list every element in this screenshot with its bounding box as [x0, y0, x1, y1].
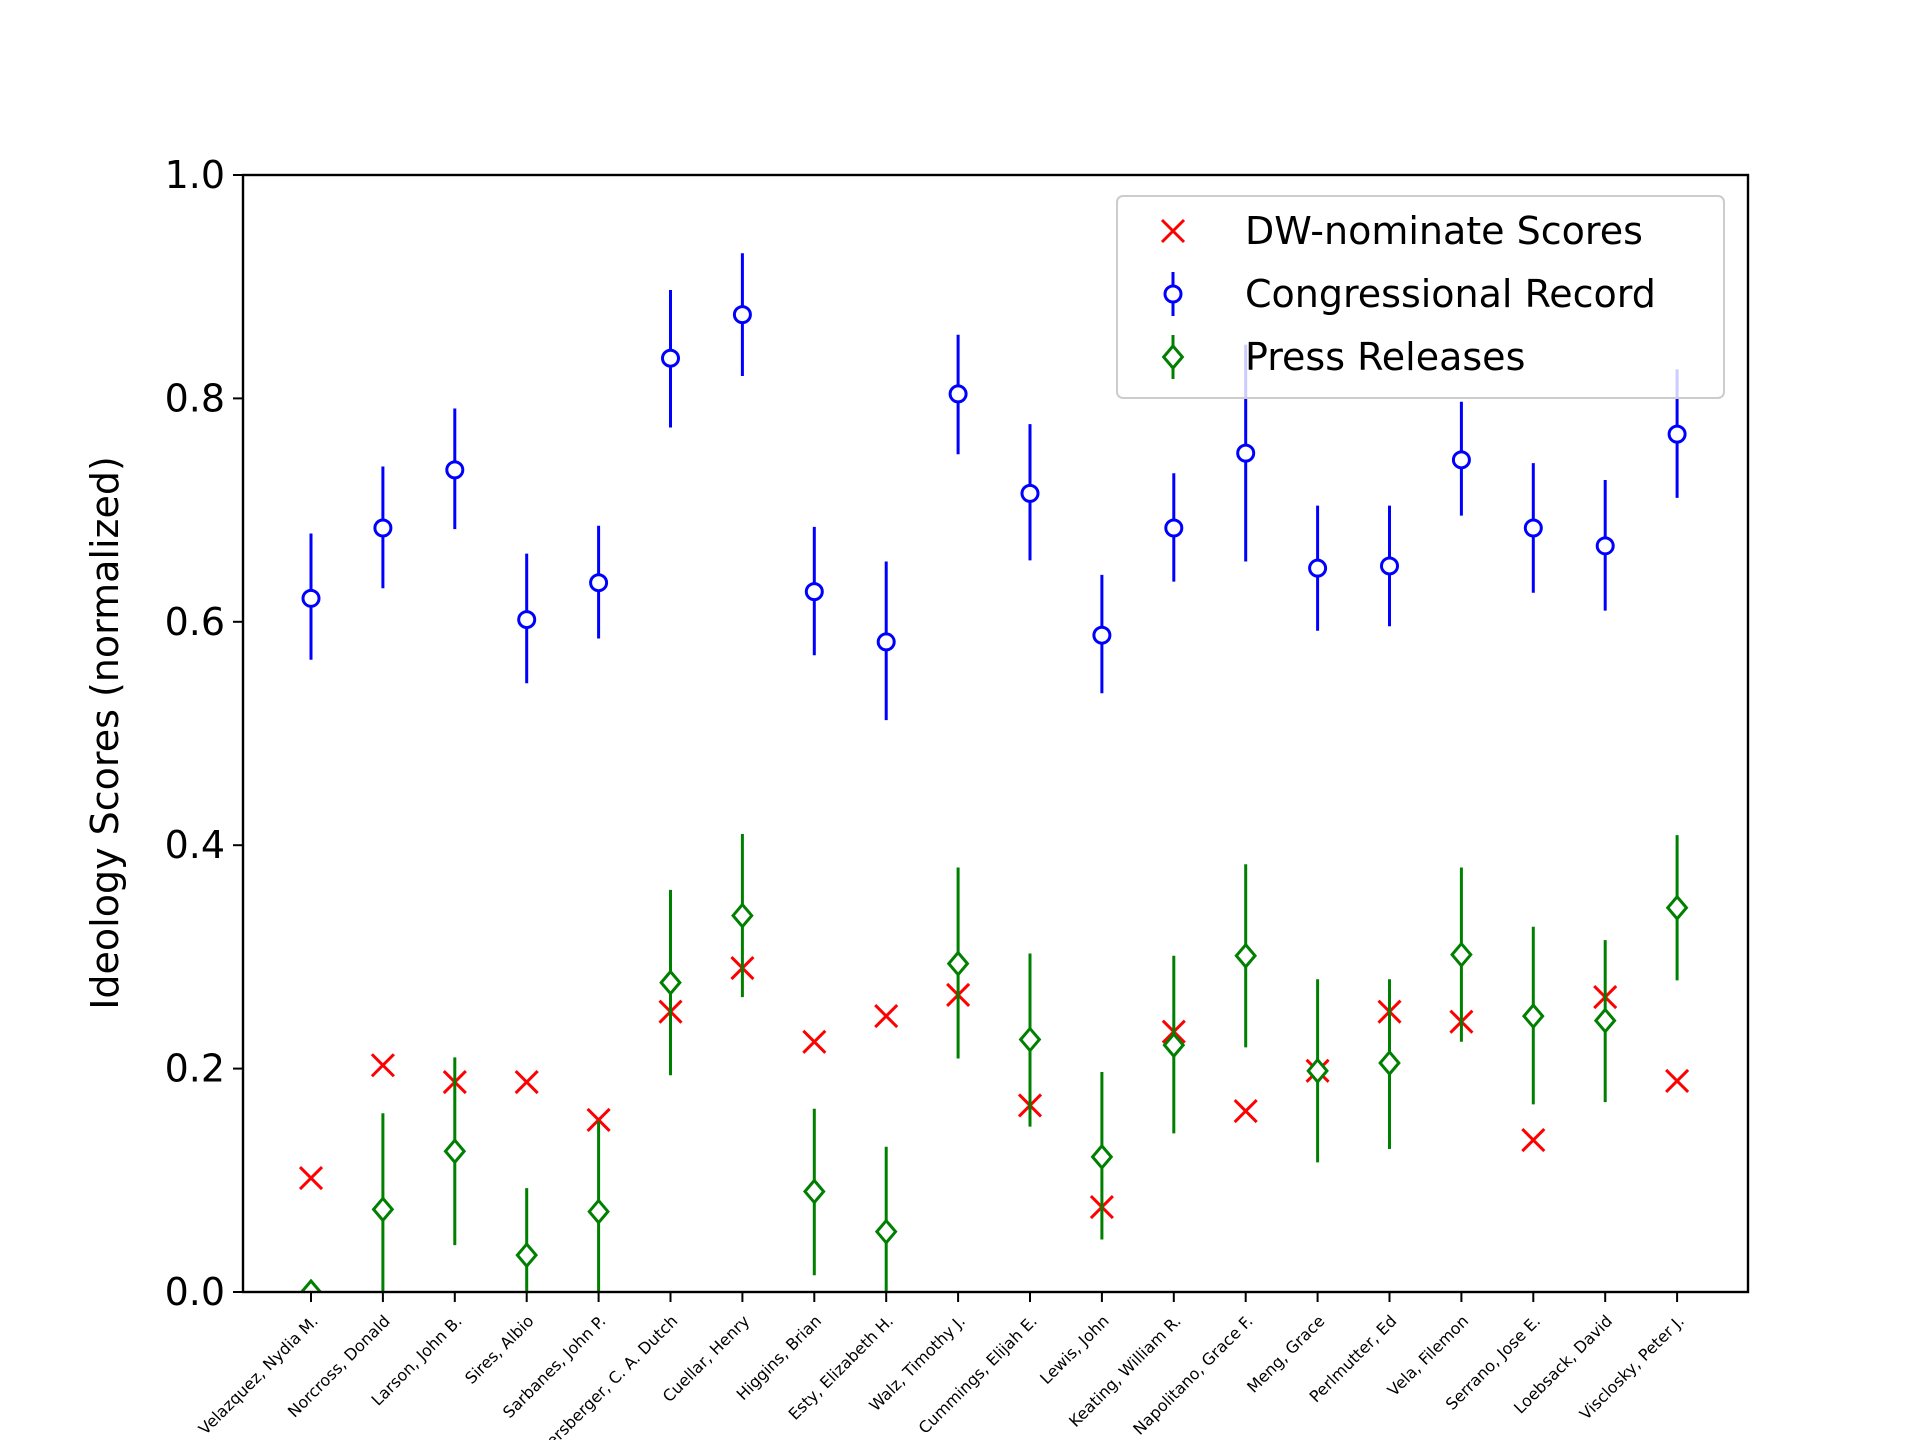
data-point	[948, 384, 968, 404]
data-point-stroke-b	[370, 1053, 395, 1078]
data-point-stroke-b	[1233, 1098, 1258, 1124]
y-tick-label: 0.2	[165, 1047, 225, 1091]
data-point	[1521, 1002, 1545, 1030]
data-point	[371, 1196, 395, 1223]
y-axis-label: Ideology Scores (normalized)	[83, 456, 127, 1010]
data-point	[1380, 556, 1399, 576]
data-point	[874, 1218, 898, 1245]
legend-label: Press Releases	[1245, 335, 1525, 379]
data-point	[1308, 558, 1328, 578]
data-point	[1306, 1057, 1329, 1085]
y-tick-label: 0.0	[165, 1270, 225, 1314]
data-point	[445, 460, 465, 480]
data-point	[804, 582, 824, 602]
data-point	[1236, 443, 1256, 463]
data-point	[1090, 1143, 1114, 1171]
data-point	[731, 902, 754, 929]
data-point	[1665, 1068, 1690, 1093]
axes-frame	[241, 173, 1750, 1294]
series-press-releases	[299, 834, 1689, 1292]
data-point	[514, 1069, 539, 1095]
legend-entry: Press Releases	[1161, 335, 1525, 379]
data-point	[586, 1107, 611, 1133]
data-point	[589, 573, 609, 593]
series-congressional-record	[301, 253, 1687, 721]
data-point	[1020, 483, 1040, 503]
plot-area	[298, 253, 1690, 1292]
legend-marker	[1160, 218, 1186, 244]
data-point	[515, 1241, 539, 1269]
data-point	[1234, 942, 1258, 970]
data-point-stroke-b	[298, 1166, 324, 1191]
legend-marker	[1163, 284, 1183, 304]
legend: DW-nominate Scores Congressional Record Pr…	[1116, 195, 1725, 399]
data-point	[802, 1178, 826, 1205]
data-point	[1018, 1026, 1042, 1053]
data-point-stroke-b	[1521, 1128, 1546, 1153]
data-point	[661, 348, 680, 368]
data-point	[301, 588, 321, 608]
data-point	[1593, 1007, 1617, 1034]
legend-label: Congressional Record	[1245, 272, 1656, 316]
data-point	[443, 1137, 467, 1165]
legend-entry: DW-nominate Scores	[1160, 209, 1643, 253]
legend-box	[1116, 195, 1725, 399]
legend-marker	[1161, 343, 1185, 371]
data-point	[1665, 894, 1689, 922]
y-axis: 0.0 0.2 0.4 0.6 0.8 1.0	[165, 153, 243, 1314]
data-point	[946, 950, 970, 977]
data-point	[1451, 450, 1471, 470]
y-tick-label: 0.8	[165, 376, 225, 420]
data-point-stroke-b	[1665, 1068, 1690, 1093]
data-point	[1164, 518, 1184, 538]
data-point	[587, 1198, 610, 1225]
y-tick-label: 0.6	[165, 600, 225, 644]
data-point-stroke-b	[874, 1004, 899, 1029]
data-point	[298, 1166, 324, 1191]
data-point	[299, 1278, 323, 1292]
data-point-stroke-b	[802, 1029, 827, 1054]
data-point	[732, 305, 752, 325]
data-point	[802, 1029, 827, 1054]
data-point	[1092, 625, 1112, 645]
y-tick-label: 0.4	[165, 823, 225, 867]
data-point	[517, 610, 537, 630]
data-point	[1162, 1031, 1186, 1059]
data-point	[373, 518, 393, 538]
data-point-stroke-b	[586, 1107, 611, 1133]
data-point	[659, 969, 682, 996]
data-point	[876, 632, 896, 652]
data-point	[1378, 1049, 1401, 1077]
data-point	[1521, 1128, 1546, 1153]
data-point	[874, 1004, 899, 1029]
data-point	[1667, 424, 1687, 444]
legend-entry: Congressional Record	[1163, 272, 1656, 316]
data-point	[1450, 941, 1473, 968]
y-tick-label: 1.0	[165, 153, 225, 197]
data-point	[370, 1053, 395, 1078]
data-point	[1233, 1098, 1258, 1124]
legend-label: DW-nominate Scores	[1245, 209, 1643, 253]
data-point	[1523, 518, 1543, 538]
legend-marker-stroke-b	[1160, 218, 1186, 244]
data-point-stroke-b	[514, 1069, 539, 1095]
data-point	[1595, 536, 1615, 556]
